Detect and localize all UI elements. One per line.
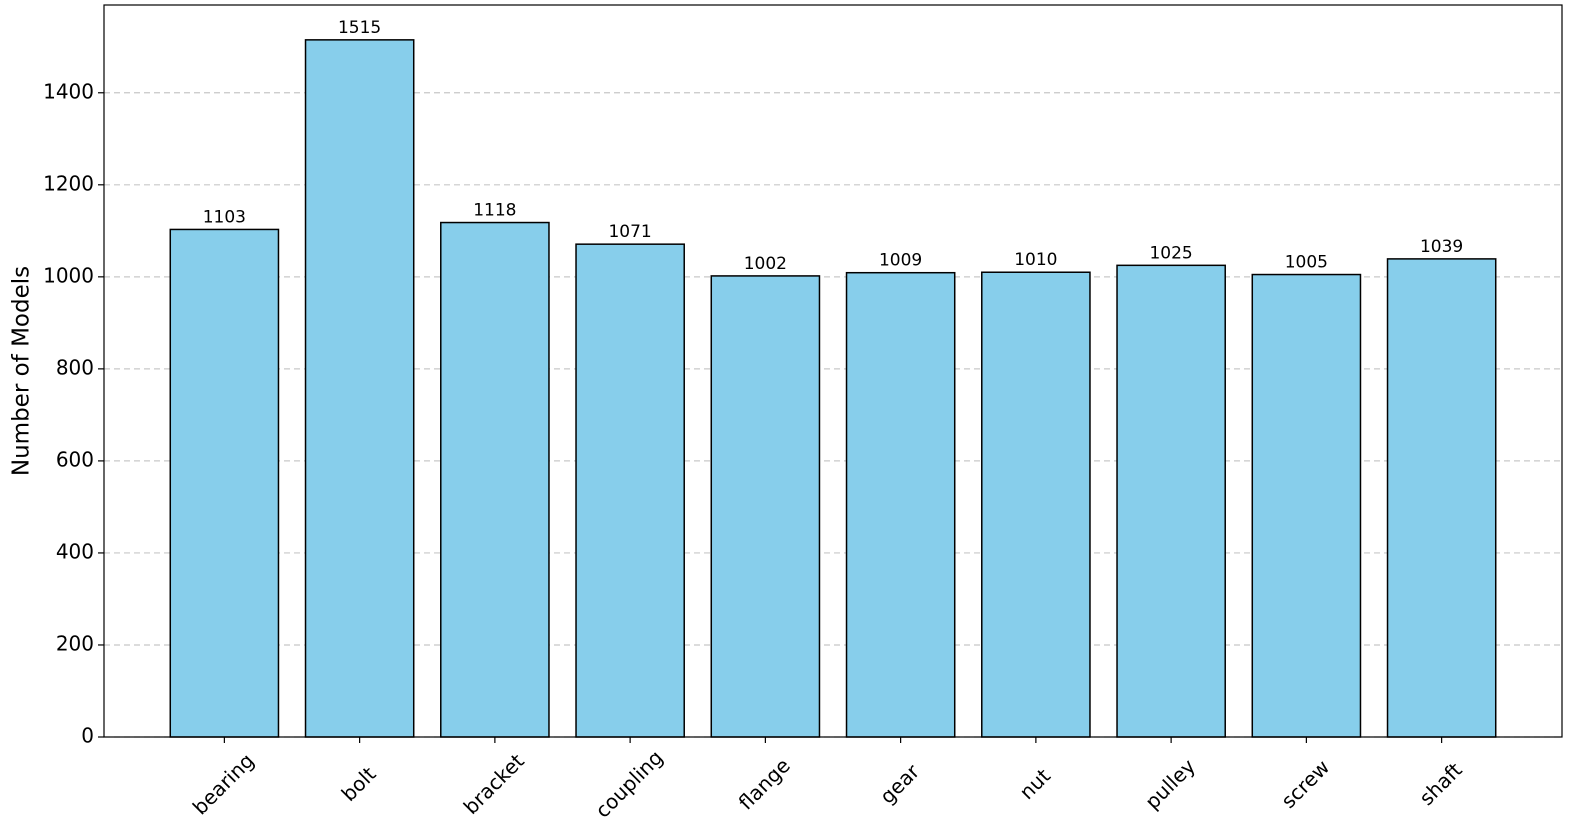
x-tick-label: gear (875, 759, 925, 809)
value-label: 1039 (1420, 237, 1463, 257)
x-tick-label: nut (1015, 764, 1056, 805)
bar (304, 39, 415, 738)
y-tick-label: 200 (56, 631, 94, 655)
x-tick-label: bearing (188, 748, 259, 819)
bar (845, 271, 956, 738)
bar (169, 228, 280, 738)
y-axis-label: Number of Models (9, 266, 35, 476)
value-label: 1071 (608, 222, 651, 242)
value-label: 1010 (1014, 250, 1057, 270)
bar (1386, 258, 1497, 738)
value-label: 1005 (1285, 253, 1328, 273)
bar (440, 221, 550, 738)
y-tick-label: 0 (81, 724, 94, 748)
value-label: 1009 (879, 251, 922, 271)
y-tick-label: 1000 (43, 263, 94, 287)
y-tick-label: 400 (56, 539, 94, 563)
x-tick-label: coupling (590, 745, 667, 822)
value-label: 1103 (203, 207, 246, 227)
y-tick-label: 1400 (43, 79, 94, 103)
x-tick-label: bolt (337, 762, 381, 806)
bar (1251, 273, 1362, 738)
x-tick-label: flange (734, 753, 795, 814)
y-tick-label: 600 (56, 447, 94, 471)
value-label: 1118 (473, 201, 516, 221)
bar (710, 275, 821, 738)
value-label: 1515 (338, 18, 381, 38)
bar (1116, 264, 1226, 738)
value-label: 1025 (1149, 243, 1192, 263)
x-tick-label: bracket (459, 749, 529, 819)
x-tick-label: shaft (1414, 758, 1466, 810)
plot-frame (103, 4, 1563, 738)
x-tick-label: screw (1276, 755, 1334, 813)
y-tick-label: 800 (56, 355, 94, 379)
bar (981, 271, 1091, 738)
x-tick-label: pulley (1140, 754, 1200, 814)
bar (575, 243, 685, 738)
value-label: 1002 (744, 254, 787, 274)
y-tick-label: 1200 (43, 171, 94, 195)
